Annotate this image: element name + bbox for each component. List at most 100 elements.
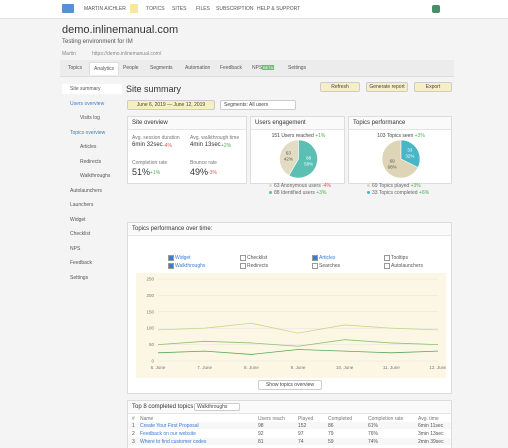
legend-row: 88 Identified users +3% [269,190,326,196]
sidebar-item[interactable]: Settings [70,274,89,281]
table-cell: 59 [328,439,334,445]
legend-value: 69 [372,183,378,189]
checkbox[interactable] [240,263,246,269]
sidebar-item[interactable]: Autolaunchers [70,187,102,194]
sidebar-item[interactable]: Articles [80,144,97,150]
card-title: Topics performance over time: [132,226,213,232]
type-select[interactable]: Walkthroughs [194,403,240,411]
sidebar-item[interactable]: Site summary [62,84,122,94]
metric-label: Bounce rate [190,160,217,166]
checkbox[interactable] [168,263,174,269]
sidebar-item[interactable]: Visits log [80,115,100,121]
nav-item[interactable]: HELP & SUPPORT [257,6,301,12]
table-cell: 81 [258,439,264,445]
action-button[interactable]: Generate report [366,82,408,92]
table-row [128,422,451,429]
sidebar-item[interactable]: NPS [70,245,81,252]
series-line [157,322,439,334]
sidebar-item[interactable]: Redirects [80,158,102,165]
sidebar-item[interactable]: Feedback [70,260,92,266]
checkbox[interactable] [312,263,318,269]
card-header [128,223,451,236]
topic-link[interactable]: Where to find customer codes [140,439,207,445]
tab[interactable]: Automation [185,65,211,71]
tab-bar [60,60,454,77]
y-tick-label: 0 [151,359,154,364]
topic-link[interactable]: Create Your First Proposal [140,423,199,429]
checkbox[interactable] [384,263,390,269]
tab[interactable]: NPS [252,65,263,71]
table-cell: 74 [298,439,304,445]
legend-row: 33 Topics completed +6% [367,190,429,196]
checkbox-label: Autolaunchers [391,263,423,269]
x-tick-label: 10. June [336,365,354,370]
action-button[interactable]: Refresh [320,82,360,92]
date-range[interactable]: June 6, 2019 — June 12, 2019 [127,100,215,110]
metric-value: 6min 32sec [132,142,163,148]
legend-change: -4% [322,183,332,189]
sidebar-item[interactable]: Widget [70,216,86,223]
x-tick-label: 11. June [383,365,400,370]
checkbox[interactable] [312,255,318,261]
y-tick-label: 150 [146,309,154,314]
menu-icon[interactable] [130,4,138,13]
date-to: June 12, 2019 [173,102,206,108]
metric-change: -3% [208,170,217,176]
help-icon[interactable] [432,5,440,13]
nav-item[interactable]: SUBSCRIPTION [216,6,254,12]
users-engagement-card: Users engagement 151 Users reached +1% 63… [250,116,345,196]
tab[interactable]: People [123,65,139,71]
logo[interactable] [62,4,74,13]
sidebar-item[interactable]: Checklist [70,231,91,237]
table-cell: 97 [298,431,304,437]
segments-select[interactable]: Segments: All users [220,100,296,110]
slice-value: 63 [286,150,292,155]
legend-label: Anonymous users [280,183,321,189]
tab[interactable]: Segments [150,65,173,71]
site-overview-card: Site overview Avg. session duration 6min … [127,116,247,184]
nav-item[interactable]: TOPICS [146,6,165,12]
card-title: Top 8 completed topics [132,404,194,410]
topic-link[interactable]: Feedback on our website [140,431,196,437]
sidebar-item[interactable]: Users overview [70,100,105,107]
user-menu[interactable]: MARTIN AICHLER [84,6,126,12]
tab[interactable]: Topics [68,65,83,71]
nav-item[interactable]: FILES [196,6,210,12]
tab[interactable]: Settings [288,65,307,71]
metric-change: -4% [163,143,172,149]
tab[interactable]: Feedback [220,65,242,71]
checkbox[interactable] [384,255,390,261]
metric-label: Completion rate [132,160,168,166]
sidebar-item[interactable]: Topics overview [70,129,106,136]
pie-slice [400,139,421,168]
nav-item[interactable]: SITES [172,6,187,12]
column-header: Completion rate [368,416,404,422]
action-button[interactable]: Export [414,82,452,92]
tab[interactable]: Analytics [89,62,120,75]
pie-slice [381,139,419,179]
legend-value: 33 [372,190,378,196]
site-url[interactable]: https://demo.inlinemanual.com/ [92,51,162,57]
site-subtitle: Testing environment for IM [62,39,133,45]
page-heading: Site summary [126,84,182,94]
y-tick-label: 100 [146,326,154,331]
legend-label: Topics played [378,183,410,189]
card-title: Topics performance [353,120,406,126]
legend-label: Topics completed [378,190,418,196]
legend-change: +3% [316,190,327,196]
sidebar-item[interactable]: Walkthroughs [80,173,111,179]
table-cell: 6min 11sec [418,423,444,429]
checkbox-label: Redirects [247,263,269,269]
checkbox[interactable] [240,255,246,261]
sidebar-item[interactable]: Launchers [70,202,94,208]
legend-label: Identified users [280,190,315,196]
checkbox[interactable] [168,255,174,261]
column-header: Avg. time [418,416,439,422]
reached: 103 Topics seen [377,133,414,139]
column-header: Users reach [258,416,285,422]
checkbox-label: Checklist [247,255,268,261]
slice-value: 69 [390,159,396,164]
checkbox-label: Articles [319,255,336,261]
show-overview-button[interactable]: Show topics overview [258,380,322,390]
